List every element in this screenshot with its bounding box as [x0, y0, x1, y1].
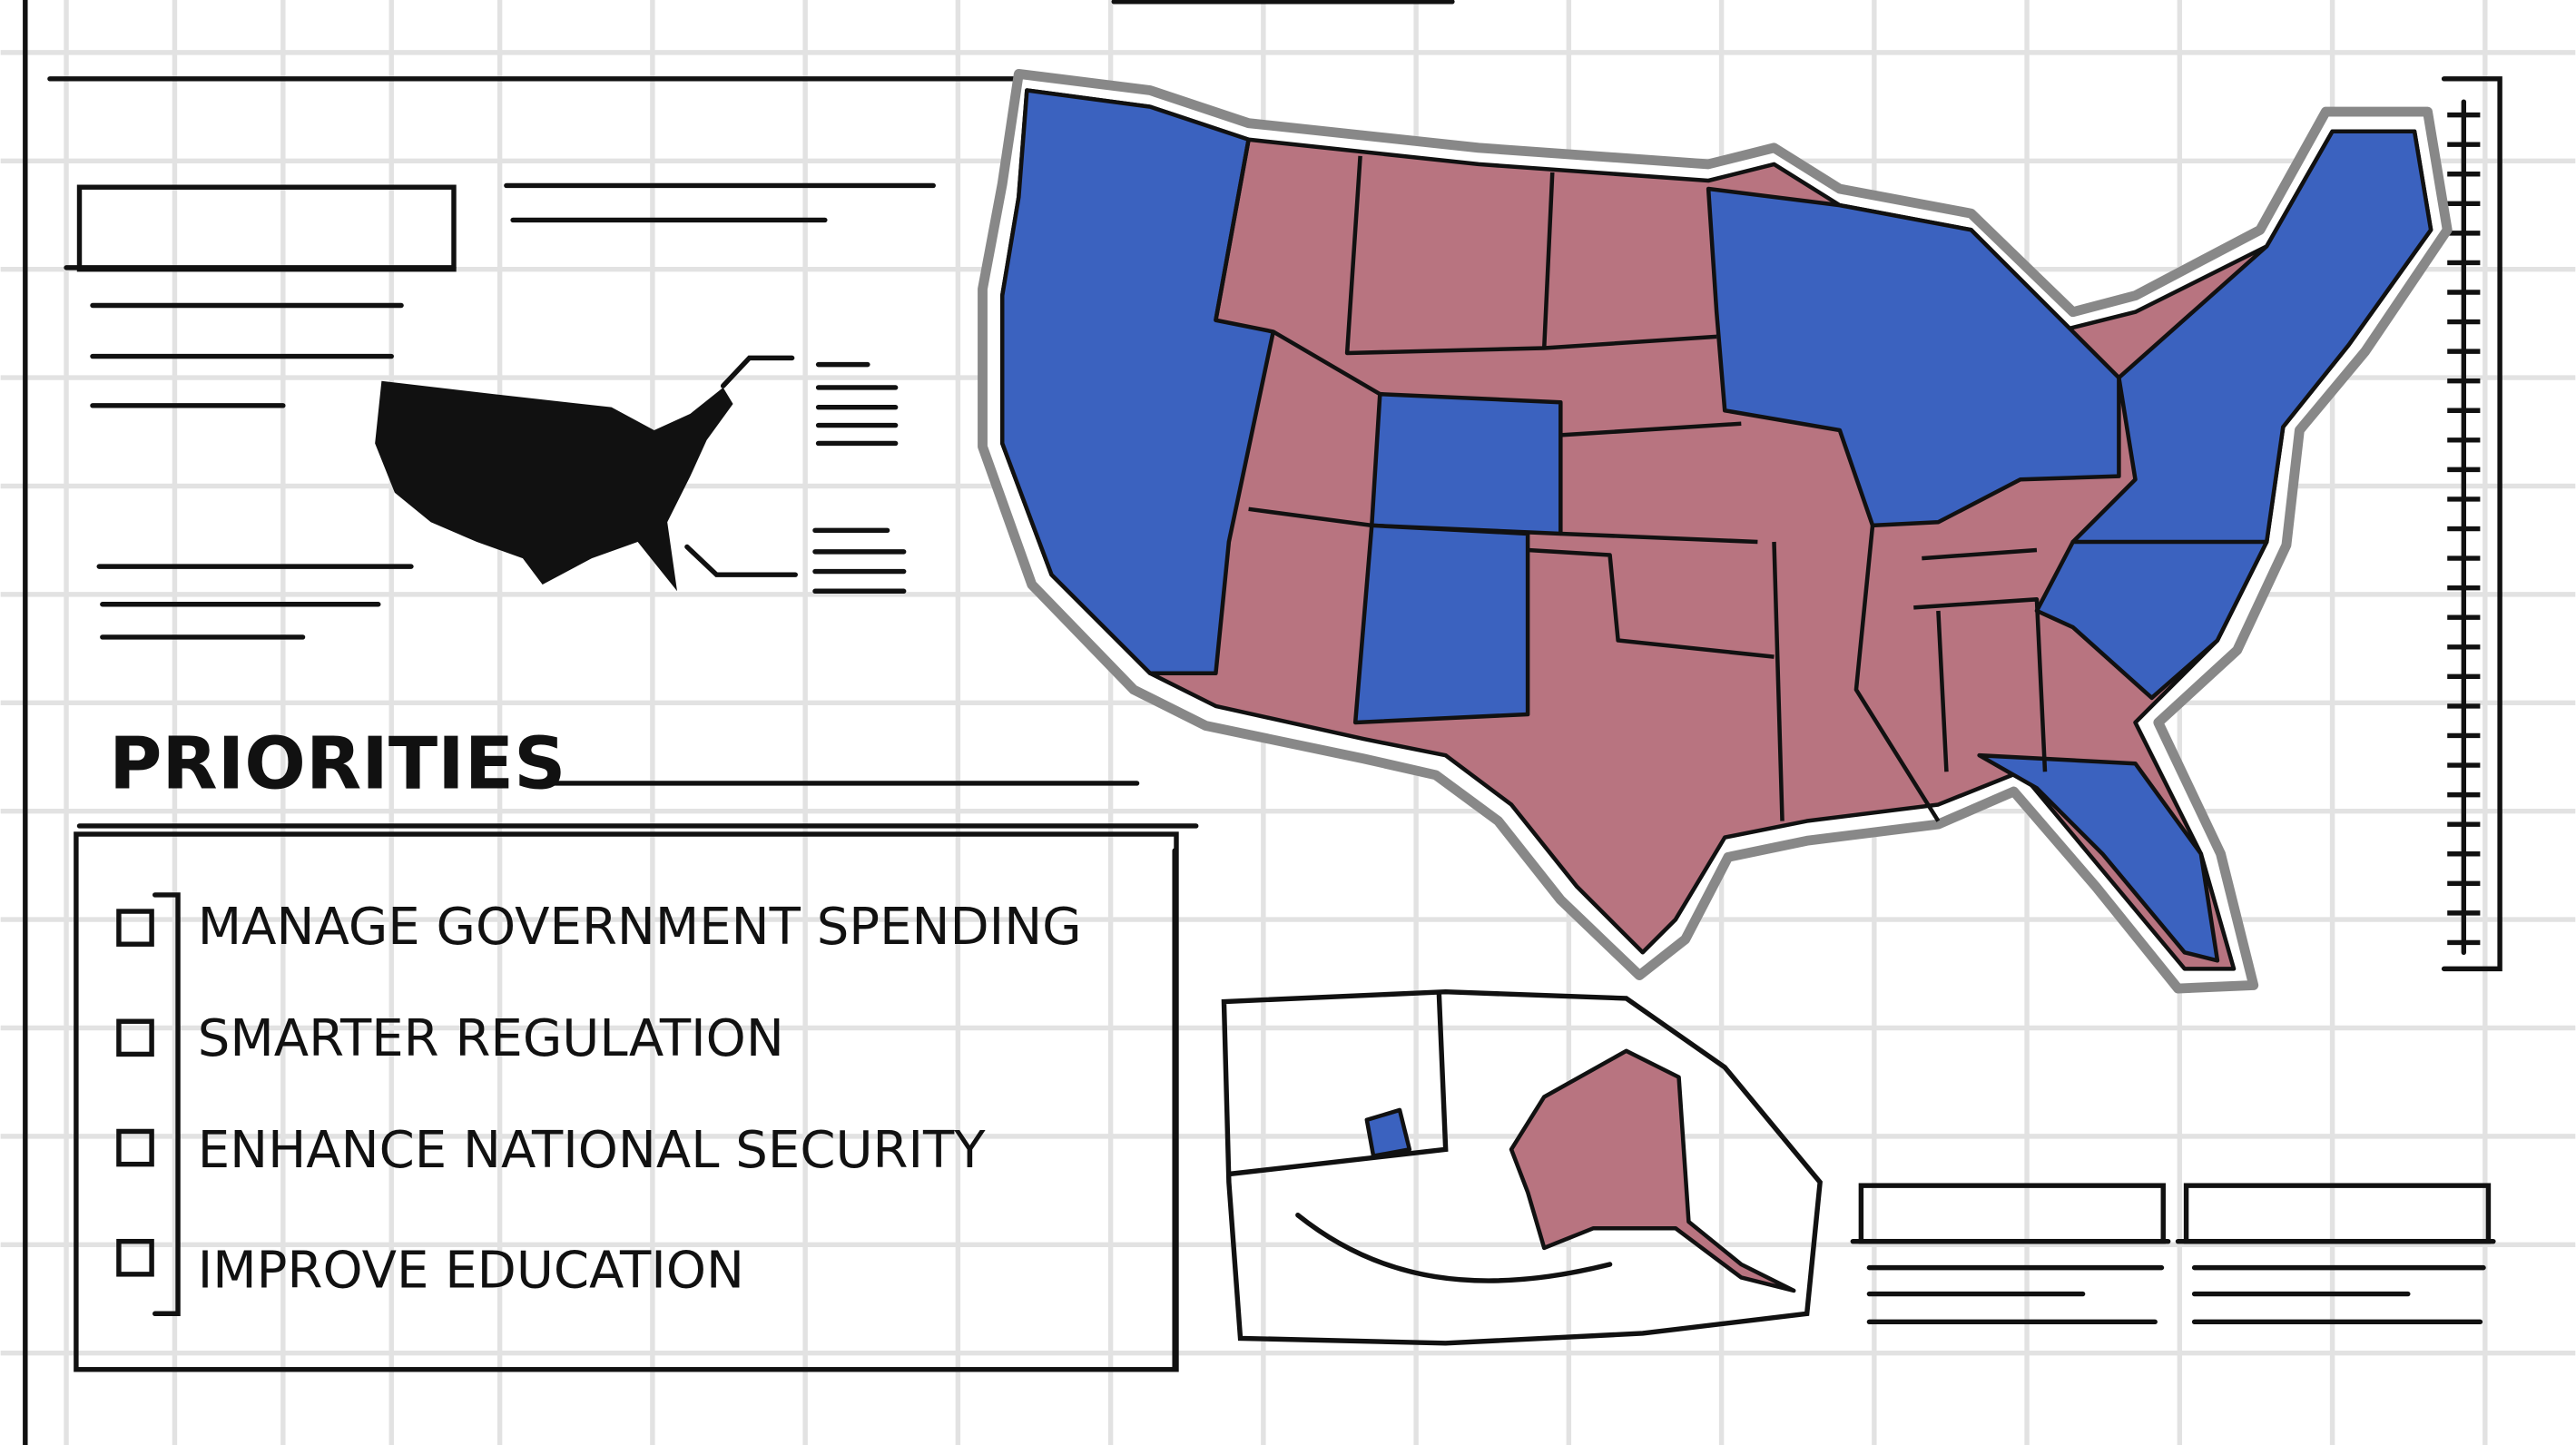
heading: PRIORITIES — [109, 721, 565, 805]
blue-northeast — [2070, 129, 2433, 561]
blue-colorado — [1370, 391, 1563, 536]
priority-item: ENHANCE NATIONAL SECURITY — [198, 1121, 987, 1180]
ruler-ticks — [2447, 112, 2481, 946]
blue-new-mexico — [1352, 523, 1530, 725]
checkbox[interactable] — [116, 909, 154, 947]
blue-west — [999, 88, 1275, 675]
small-us-map — [375, 380, 733, 592]
priority-list: MANAGE GOVERNMENT SPENDING SMARTER REGUL… — [116, 898, 1082, 1300]
checkbox[interactable] — [116, 1128, 154, 1167]
checkbox[interactable] — [116, 1018, 154, 1057]
priority-item: MANAGE GOVERNMENT SPENDING — [198, 898, 1082, 957]
us-map — [978, 68, 2453, 994]
alaska-inset — [1221, 988, 1823, 1346]
sketch-lines — [23, 0, 2502, 1445]
priority-item: SMARTER REGULATION — [198, 1009, 784, 1068]
priority-item: IMPROVE EDUCATION — [198, 1241, 744, 1300]
blue-midwest — [1706, 186, 2121, 528]
state-borders — [1214, 139, 2048, 822]
blue-florida — [1977, 752, 2220, 963]
checkbox[interactable] — [116, 1238, 154, 1277]
